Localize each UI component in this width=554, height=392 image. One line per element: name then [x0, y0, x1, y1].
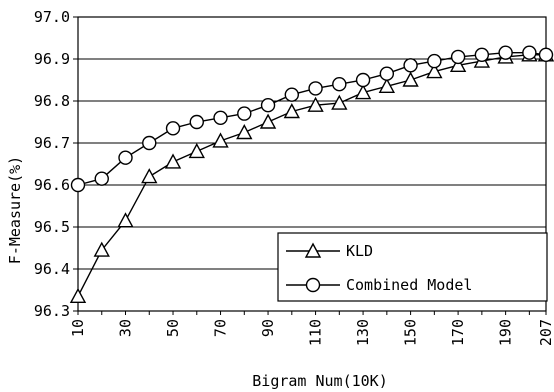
y-tick-label: 96.8 [34, 92, 70, 110]
data-point-circle [522, 45, 537, 60]
y-axis-title: F-Measure(%) [6, 156, 24, 264]
data-point-triangle [354, 84, 372, 100]
x-tick-label: 150 [402, 319, 420, 346]
series-layer [69, 45, 554, 303]
data-point-circle [474, 47, 490, 62]
data-point-triangle [307, 96, 324, 112]
x-tick-label: 207 [537, 319, 554, 346]
legend-entry-kld: KLD [286, 242, 373, 260]
triangle-marker-icon [304, 242, 322, 258]
y-tick-label: 96.4 [34, 260, 70, 278]
data-point-triangle [283, 103, 300, 119]
series-combined-model [70, 45, 554, 193]
data-point-triangle [402, 71, 419, 87]
data-point-circle [427, 53, 442, 69]
data-point-circle [355, 72, 371, 88]
x-tick-label: 90 [259, 319, 277, 337]
series-line [77, 52, 547, 186]
data-point-triangle [164, 153, 182, 169]
x-tick-label: 130 [354, 319, 372, 346]
data-point-triangle [188, 142, 205, 159]
legend-entry-combined-model: Combined Model [286, 276, 472, 294]
y-tick-label: 96.3 [34, 302, 70, 320]
y-tick-label: 96.5 [34, 218, 70, 236]
legend-label-kld: KLD [346, 242, 373, 260]
plot-area-frame [77, 16, 547, 312]
data-point-circle [379, 66, 395, 81]
data-point-triangle [93, 241, 110, 257]
data-point-circle [260, 97, 276, 113]
legend-label-combined-model: Combined Model [346, 276, 472, 294]
x-tick-label: 50 [164, 319, 182, 337]
data-point-circle [284, 87, 300, 102]
x-tick-label: 10 [69, 319, 87, 337]
y-tick-label: 96.7 [34, 134, 70, 152]
data-point-triangle [236, 124, 253, 140]
x-tick-label: 30 [117, 319, 135, 337]
data-point-circle [189, 114, 204, 130]
data-point-circle [308, 81, 323, 96]
data-point-circle [142, 135, 157, 151]
data-point-triangle [117, 212, 134, 228]
data-point-circle [450, 49, 466, 65]
y-axis: 96.3 96.4 96.5 96.6 96.7 96.8 96.9 97.0 [34, 8, 78, 320]
data-point-triangle [449, 56, 467, 73]
data-point-circle [498, 45, 513, 60]
data-point-circle [332, 76, 347, 92]
y-tick-label: 96.6 [34, 176, 70, 194]
data-point-circle [538, 47, 554, 62]
x-tick-label: 70 [212, 319, 230, 337]
x-tick-label: 110 [307, 319, 325, 346]
data-point-triangle [141, 168, 158, 184]
data-point-triangle [259, 113, 277, 129]
data-point-triangle [69, 287, 87, 303]
data-point-circle [70, 177, 86, 193]
data-point-triangle [331, 94, 348, 110]
legend: KLD Combined Model [277, 232, 548, 302]
data-point-triangle [378, 77, 396, 94]
data-point-circle [165, 121, 181, 136]
x-axis-title: Bigram Num(10K) [252, 372, 387, 390]
x-axis: 10 30 50 70 90 110 130 150 170 190 207 [69, 311, 554, 346]
data-point-triangle [212, 132, 229, 148]
x-tick-label: 190 [497, 319, 515, 346]
circle-marker-icon [305, 277, 321, 293]
data-point-circle [237, 106, 252, 121]
data-point-triangle [426, 63, 443, 79]
data-point-circle [403, 58, 418, 73]
x-tick-label: 170 [449, 319, 467, 346]
y-tick-label: 97.0 [34, 8, 70, 26]
y-tick-label: 96.9 [34, 50, 70, 68]
data-point-circle [213, 110, 228, 126]
data-point-circle [94, 171, 109, 186]
legend-box [277, 232, 548, 302]
data-point-circle [118, 150, 133, 165]
